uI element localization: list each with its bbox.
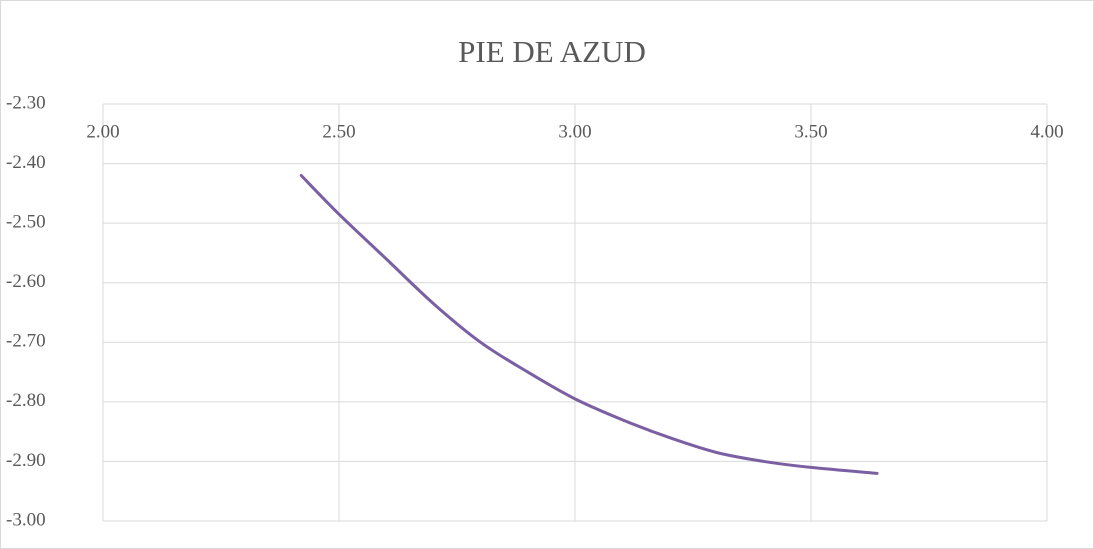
y-tick-label: -2.40: [6, 152, 46, 173]
x-tick-label: 3.50: [794, 121, 827, 142]
x-tick-label: 2.00: [86, 121, 119, 142]
y-tick-label: -2.70: [6, 331, 46, 352]
y-tick-label: -2.80: [6, 390, 46, 411]
series-line: [299, 173, 879, 475]
x-tick-label: 3.00: [558, 121, 591, 142]
y-tick-label: -3.00: [6, 509, 46, 530]
y-tick-label: -2.90: [6, 450, 46, 471]
y-tick-label: -2.50: [6, 212, 46, 233]
x-tick-label: 4.00: [1030, 121, 1063, 142]
y-tick-label: -2.60: [6, 271, 46, 292]
chart-title: PIE DE AZUD: [458, 34, 646, 69]
y-tick-label: -2.30: [6, 92, 46, 113]
x-tick-label: 2.50: [322, 121, 355, 142]
